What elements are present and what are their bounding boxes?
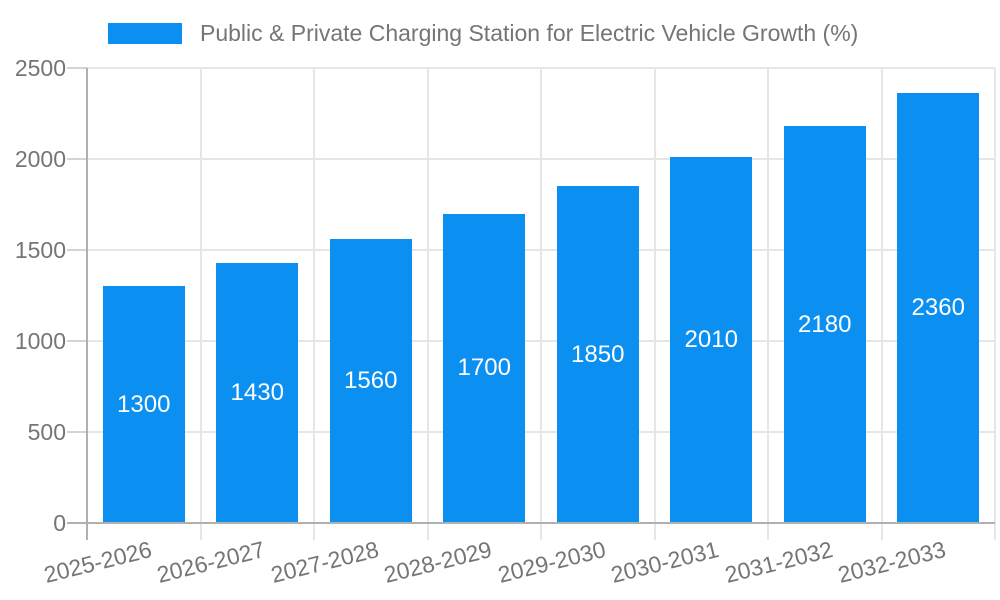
gridline-vertical	[199, 68, 202, 540]
legend[interactable]: Public & Private Charging Station for El…	[108, 20, 858, 47]
bar-value-label: 2180	[798, 310, 852, 338]
y-tick-label: 1500	[14, 237, 66, 263]
gridline-vertical	[540, 68, 542, 540]
bar[interactable]: 2010	[670, 157, 753, 523]
y-axis-tick	[67, 431, 87, 433]
bar[interactable]: 1850	[556, 186, 639, 523]
y-tick-label: 0	[53, 510, 66, 536]
x-tick-label: 2026-2027	[154, 536, 268, 588]
legend-label: Public & Private Charging Station for El…	[200, 20, 859, 46]
x-tick-label: 2027-2028	[268, 536, 382, 588]
y-axis-tick	[67, 67, 87, 69]
bar[interactable]: 1560	[329, 239, 412, 523]
y-axis-tick	[67, 340, 87, 342]
gridline-vertical	[313, 68, 315, 540]
y-axis	[86, 68, 88, 540]
bar-value-label: 1560	[344, 367, 398, 395]
y-axis-tick	[67, 158, 87, 160]
gridline-vertical	[426, 68, 429, 540]
gridline-vertical	[994, 68, 996, 540]
y-tick-label: 1000	[14, 328, 66, 354]
x-tick-label: 2029-2030	[495, 536, 609, 588]
bar-value-label: 1430	[230, 378, 284, 406]
x-axis	[67, 522, 995, 524]
gridline-vertical	[767, 68, 769, 540]
bar-value-label: 1700	[457, 354, 511, 382]
y-axis-tick	[67, 249, 87, 251]
bar[interactable]: 1300	[102, 286, 185, 523]
x-tick-label: 2028-2029	[381, 536, 495, 588]
y-tick-label: 2000	[14, 146, 66, 172]
bar-value-label: 1850	[571, 340, 625, 368]
bar[interactable]: 1430	[216, 262, 299, 523]
y-tick-label: 2500	[14, 55, 66, 81]
gridline-vertical	[653, 68, 656, 540]
bar[interactable]: 1700	[443, 213, 526, 523]
bar[interactable]: 2360	[897, 93, 980, 523]
x-tick-label: 2031-2032	[722, 536, 836, 588]
gridline-vertical	[880, 68, 883, 540]
x-tick-label: 2025-2026	[41, 536, 155, 588]
legend-swatch[interactable]	[108, 23, 182, 44]
x-tick-label: 2032-2033	[835, 536, 949, 588]
bar-value-label: 2360	[911, 294, 965, 322]
x-tick-label: 2030-2031	[608, 536, 722, 588]
y-tick-label: 500	[27, 419, 66, 445]
bar-value-label: 2010	[684, 326, 738, 354]
bar-value-label: 1300	[117, 390, 171, 418]
bar[interactable]: 2180	[783, 126, 866, 523]
